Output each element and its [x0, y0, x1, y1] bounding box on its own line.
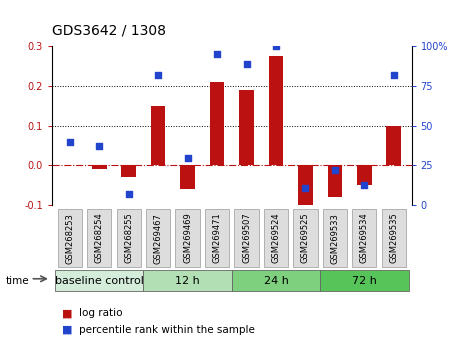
Text: GSM269469: GSM269469	[183, 213, 192, 263]
FancyBboxPatch shape	[232, 270, 320, 291]
Point	[66, 139, 73, 144]
Text: GSM269534: GSM269534	[360, 213, 369, 263]
Point	[96, 144, 103, 149]
Text: GSM268255: GSM268255	[124, 213, 133, 263]
Text: 72 h: 72 h	[352, 275, 377, 286]
Text: GSM269507: GSM269507	[242, 213, 251, 263]
Point	[154, 72, 162, 78]
Point	[360, 182, 368, 188]
Bar	[298, 166, 313, 207]
FancyBboxPatch shape	[146, 209, 170, 267]
FancyBboxPatch shape	[235, 209, 259, 267]
FancyBboxPatch shape	[352, 209, 377, 267]
Text: GSM268254: GSM268254	[95, 213, 104, 263]
Bar	[151, 106, 166, 166]
Text: GSM269533: GSM269533	[331, 213, 340, 263]
Bar	[239, 90, 254, 166]
Point	[272, 43, 280, 49]
FancyBboxPatch shape	[205, 209, 229, 267]
Text: GSM269524: GSM269524	[272, 213, 280, 263]
Point	[125, 191, 132, 197]
FancyBboxPatch shape	[323, 209, 347, 267]
Bar	[92, 166, 106, 170]
Bar	[180, 166, 195, 189]
Text: 12 h: 12 h	[175, 275, 200, 286]
FancyBboxPatch shape	[320, 270, 409, 291]
FancyBboxPatch shape	[58, 209, 82, 267]
FancyBboxPatch shape	[264, 209, 288, 267]
Text: GSM269471: GSM269471	[212, 213, 221, 263]
Point	[243, 61, 250, 67]
Bar	[210, 82, 224, 166]
Bar	[121, 166, 136, 177]
FancyBboxPatch shape	[175, 209, 200, 267]
FancyBboxPatch shape	[143, 270, 232, 291]
FancyBboxPatch shape	[116, 209, 141, 267]
FancyBboxPatch shape	[55, 270, 143, 291]
Bar	[269, 56, 283, 166]
Bar	[327, 166, 342, 198]
Text: percentile rank within the sample: percentile rank within the sample	[79, 325, 255, 335]
Text: time: time	[6, 276, 29, 286]
Text: log ratio: log ratio	[79, 308, 123, 318]
FancyBboxPatch shape	[87, 209, 111, 267]
FancyBboxPatch shape	[293, 209, 317, 267]
Text: GDS3642 / 1308: GDS3642 / 1308	[52, 23, 166, 37]
Point	[390, 72, 398, 78]
Text: GSM269525: GSM269525	[301, 213, 310, 263]
Text: GSM269535: GSM269535	[389, 213, 398, 263]
Point	[184, 155, 192, 160]
FancyBboxPatch shape	[382, 209, 406, 267]
Text: 24 h: 24 h	[263, 275, 289, 286]
Text: GSM269467: GSM269467	[154, 213, 163, 263]
Point	[213, 51, 221, 57]
Text: GSM268253: GSM268253	[65, 213, 74, 263]
Point	[302, 185, 309, 190]
Text: ■: ■	[61, 308, 72, 318]
Point	[331, 167, 339, 173]
Text: baseline control: baseline control	[55, 275, 144, 286]
Bar	[386, 126, 401, 166]
Bar	[357, 166, 372, 185]
Text: ■: ■	[61, 325, 72, 335]
